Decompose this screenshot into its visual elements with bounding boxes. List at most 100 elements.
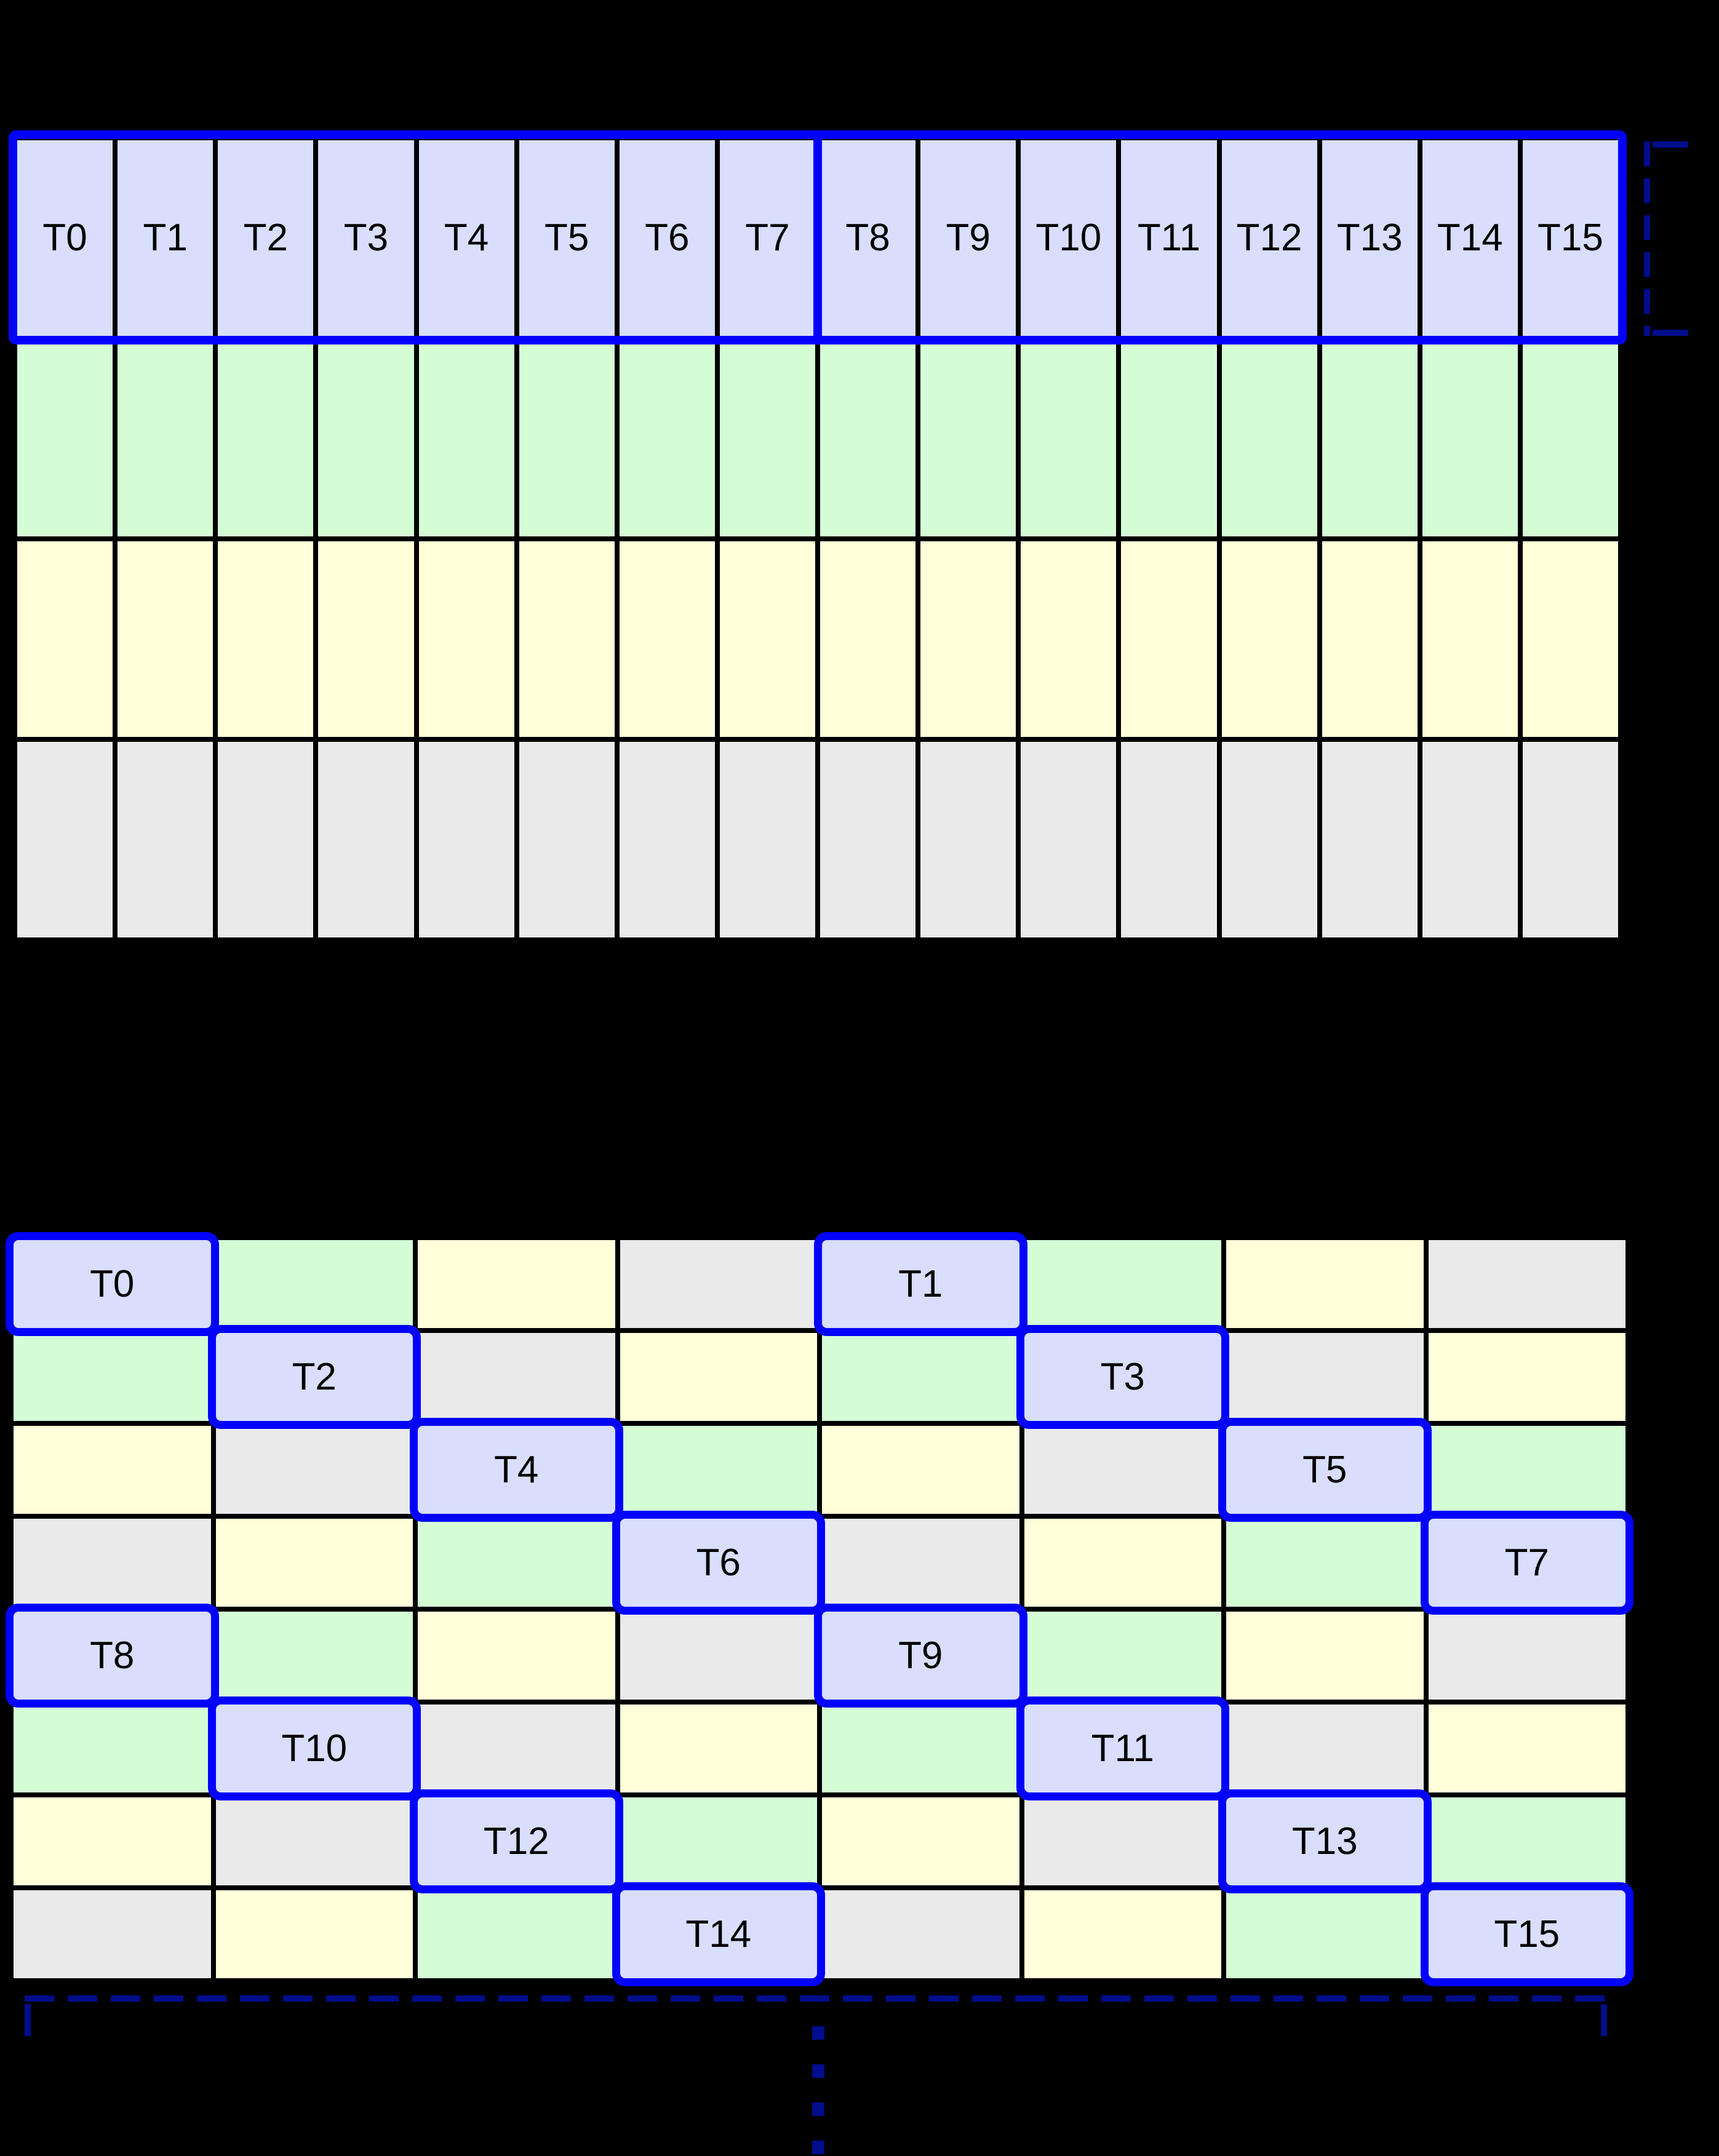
- grid1-cell-gray: [1322, 742, 1418, 937]
- thread-cell-T15: T15: [1428, 1890, 1625, 1978]
- thread-cell-T10: T10: [215, 1705, 413, 1792]
- grid1-cell-yellow: [1322, 541, 1418, 737]
- thread-cell-T2: T2: [215, 1333, 413, 1421]
- grid2-cell-green: [822, 1705, 1019, 1792]
- grid1-cell-yellow: [1522, 541, 1618, 737]
- grid2-cell-green: [418, 1890, 615, 1978]
- thread-cell-T11: T11: [1024, 1705, 1221, 1792]
- grid2-cell-green: [620, 1797, 817, 1885]
- grid1-cell-green: [1021, 341, 1117, 536]
- ellipsis-dot: [812, 2026, 824, 2040]
- grid2-cell-yellow: [1226, 1240, 1424, 1328]
- grid2-cell-green: [1226, 1890, 1424, 1978]
- grid1-cell-gray: [1422, 742, 1518, 937]
- grid1-cell-yellow: [920, 541, 1016, 737]
- grid1-cell-green: [1522, 341, 1618, 536]
- grid2-cell-green: [1024, 1240, 1221, 1328]
- grid2-cell-gray: [1226, 1705, 1424, 1792]
- grid2-cell-green: [1226, 1519, 1424, 1607]
- grid2-cell-gray: [620, 1612, 817, 1700]
- thread-cell-T14: T14: [620, 1890, 817, 1978]
- thread-cell-T13: T13: [1226, 1797, 1424, 1885]
- grid2-cell-green: [620, 1426, 817, 1514]
- thread-cell-T15: T15: [1522, 140, 1618, 336]
- thread-cell-T13: T13: [1322, 140, 1418, 336]
- grid2-cell-yellow: [1024, 1890, 1221, 1978]
- row-bracket-vertical-dashes: [1644, 141, 1650, 336]
- grid2-cell-gray: [1428, 1612, 1625, 1700]
- width-bracket-left-tick: [25, 2004, 31, 2036]
- thread-cell-T4: T4: [418, 140, 514, 336]
- grid2-cell-green: [215, 1240, 413, 1328]
- grid1-cell-gray: [418, 742, 514, 937]
- grid1-cell-yellow: [418, 541, 514, 737]
- grid2-cell-gray: [215, 1797, 413, 1885]
- grid2-cell-yellow: [1024, 1519, 1221, 1607]
- width-bracket-right-tick: [1601, 2004, 1607, 2036]
- thread-cell-T3: T3: [1024, 1333, 1221, 1421]
- thread-cell-T2: T2: [218, 140, 314, 336]
- thread-cell-T14: T14: [1422, 140, 1518, 336]
- thread-cell-T9: T9: [822, 1612, 1019, 1700]
- grid2-cell-green: [1428, 1797, 1625, 1885]
- grid2-cell-gray: [1024, 1797, 1221, 1885]
- grid2-cell-yellow: [620, 1333, 817, 1421]
- grid1-cell-green: [619, 341, 715, 536]
- grid1-cell-green: [318, 341, 414, 536]
- grid1-cell-yellow: [1422, 541, 1518, 737]
- grid2-cell-green: [1428, 1426, 1625, 1514]
- thread-cell-T8: T8: [820, 140, 916, 336]
- grid1-cell-gray: [1121, 742, 1217, 937]
- grid2-cell-yellow: [822, 1797, 1019, 1885]
- grid2-cell-gray: [822, 1519, 1019, 1607]
- warp-half-divider: [813, 130, 822, 344]
- grid1-cell-gray: [318, 742, 414, 937]
- grid2-cell-green: [215, 1612, 413, 1700]
- grid2-cell-green: [418, 1519, 615, 1607]
- grid1-cell-green: [1121, 341, 1217, 536]
- thread-cell-T4: T4: [418, 1426, 615, 1514]
- grid1-cell-gray: [920, 742, 1016, 937]
- grid1-cell-green: [920, 341, 1016, 536]
- grid1-cell-yellow: [719, 541, 815, 737]
- grid2-cell-green: [14, 1333, 211, 1421]
- grid1-cell-yellow: [1021, 541, 1117, 737]
- grid1-cell-yellow: [17, 541, 113, 737]
- grid1-cell-gray: [1221, 742, 1317, 937]
- grid1-cell-green: [418, 341, 514, 536]
- grid1-cell-green: [1221, 341, 1317, 536]
- grid2-cell-yellow: [215, 1519, 413, 1607]
- grid2-cell-gray: [215, 1426, 413, 1514]
- thread-cell-T5: T5: [519, 140, 615, 336]
- ellipsis-dot: [812, 2064, 824, 2078]
- grid2-cell-gray: [822, 1890, 1019, 1978]
- grid1-cell-gray: [1522, 742, 1618, 937]
- thread-cell-T0: T0: [14, 1240, 211, 1328]
- thread-cell-T3: T3: [318, 140, 414, 336]
- grid2-cell-yellow: [418, 1240, 615, 1328]
- grid1-cell-gray: [820, 742, 916, 937]
- grid1-cell-green: [519, 341, 615, 536]
- thread-cell-T11: T11: [1121, 140, 1217, 336]
- width-bracket-dashed-line: [25, 1995, 1607, 2002]
- grid1-cell-green: [17, 341, 113, 536]
- grid1-cell-green: [118, 341, 213, 536]
- grid1-cell-green: [820, 341, 916, 536]
- thread-cell-T12: T12: [418, 1797, 615, 1885]
- grid2-cell-green: [1024, 1612, 1221, 1700]
- grid1-cell-yellow: [519, 541, 615, 737]
- thread-cell-T10: T10: [1021, 140, 1117, 336]
- grid1-cell-yellow: [218, 541, 314, 737]
- grid1-cell-gray: [719, 742, 815, 937]
- thread-cell-T8: T8: [14, 1612, 211, 1700]
- grid1-cell-yellow: [619, 541, 715, 737]
- thread-cell-T5: T5: [1226, 1426, 1424, 1514]
- grid2-cell-gray: [14, 1519, 211, 1607]
- grid2-cell-yellow: [1226, 1612, 1424, 1700]
- thread-cell-T1: T1: [118, 140, 213, 336]
- grid1-cell-green: [719, 341, 815, 536]
- grid2-cell-yellow: [822, 1426, 1019, 1514]
- ellipsis-dot: [812, 2102, 824, 2116]
- grid2-cell-gray: [418, 1705, 615, 1792]
